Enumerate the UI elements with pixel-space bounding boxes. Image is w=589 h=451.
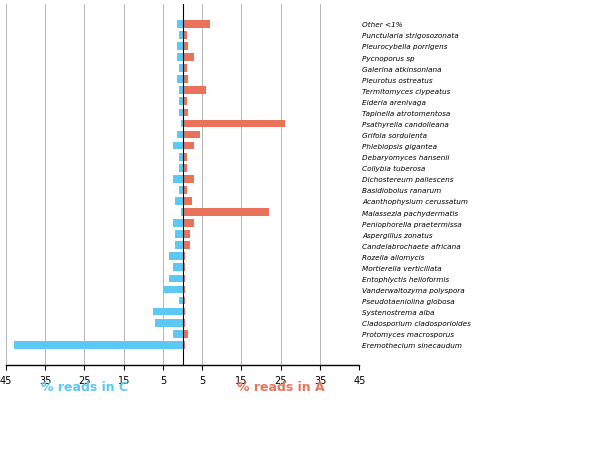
Bar <box>177 54 183 62</box>
Bar <box>183 153 187 161</box>
Bar <box>178 98 183 106</box>
Bar <box>183 242 190 249</box>
Bar <box>178 109 183 117</box>
Bar <box>181 209 183 216</box>
Bar <box>183 98 187 106</box>
Text: % reads in C: % reads in C <box>41 380 128 393</box>
Bar <box>178 87 183 95</box>
Bar <box>177 21 183 29</box>
Bar <box>183 65 187 73</box>
Bar <box>183 198 193 205</box>
Bar <box>178 65 183 73</box>
Bar <box>183 120 284 128</box>
Bar <box>173 264 183 272</box>
Bar <box>175 198 183 205</box>
Bar <box>183 175 194 183</box>
Bar <box>173 330 183 338</box>
Bar <box>181 120 183 128</box>
Bar <box>183 319 184 327</box>
Bar <box>178 297 183 305</box>
Bar <box>183 187 187 194</box>
Bar <box>178 32 183 40</box>
Bar <box>175 242 183 249</box>
Bar <box>183 275 184 283</box>
Bar <box>163 286 183 294</box>
Bar <box>183 109 188 117</box>
Bar <box>183 21 210 29</box>
Bar <box>173 220 183 227</box>
Bar <box>169 275 183 283</box>
Bar <box>178 165 183 172</box>
Bar <box>183 308 184 316</box>
Bar <box>183 54 194 62</box>
Bar <box>173 175 183 183</box>
Bar <box>183 231 190 239</box>
Bar <box>183 253 184 261</box>
Bar <box>183 76 188 84</box>
Bar <box>14 341 183 349</box>
Bar <box>183 209 269 216</box>
Bar <box>153 308 183 316</box>
Bar <box>175 231 183 239</box>
Bar <box>177 43 183 51</box>
Bar <box>183 297 184 305</box>
Bar <box>177 76 183 84</box>
Bar <box>178 153 183 161</box>
Bar <box>183 341 184 349</box>
Bar <box>183 87 206 95</box>
Text: % reads in A: % reads in A <box>237 380 325 393</box>
Bar <box>155 319 183 327</box>
Bar <box>173 143 183 150</box>
Bar <box>183 286 184 294</box>
Bar <box>183 264 184 272</box>
Bar <box>183 330 188 338</box>
Bar <box>183 131 200 139</box>
Bar <box>183 32 187 40</box>
Bar <box>183 220 194 227</box>
Bar <box>169 253 183 261</box>
Bar <box>178 187 183 194</box>
Bar <box>183 165 187 172</box>
Bar <box>177 131 183 139</box>
Bar <box>183 43 188 51</box>
Bar <box>183 143 194 150</box>
